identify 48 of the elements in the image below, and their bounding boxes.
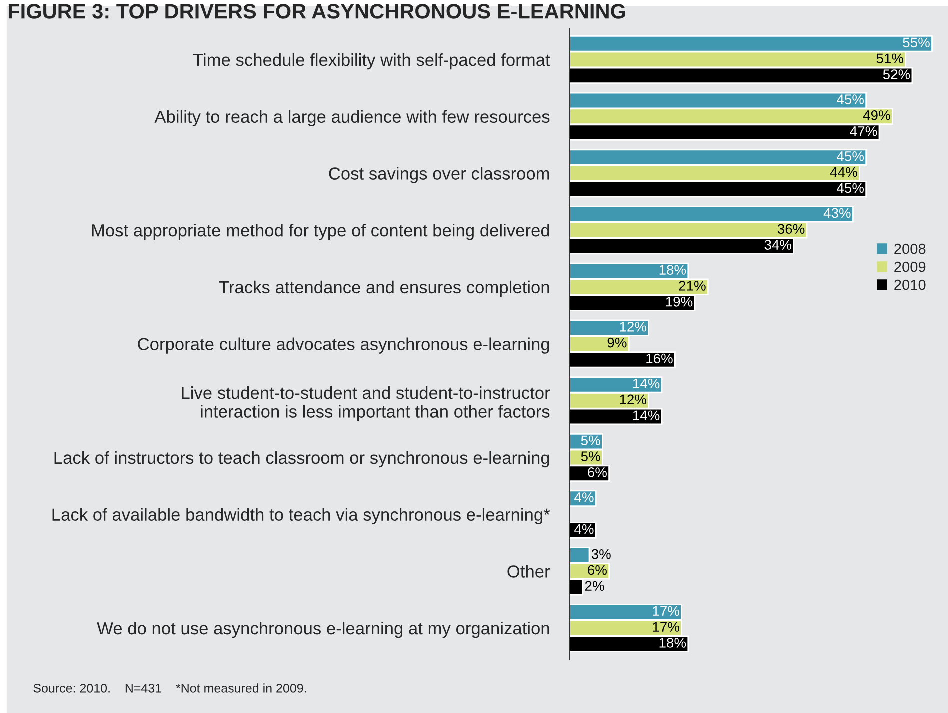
data-label: 36% (778, 224, 805, 234)
legend-label: 2009 (894, 262, 926, 272)
data-label: 45% (837, 152, 864, 162)
data-label: 43% (824, 208, 851, 218)
data-label: 19% (666, 296, 693, 307)
data-label: 4% (574, 524, 594, 534)
legend-label: 2010 (894, 280, 926, 290)
data-label: 6% (588, 565, 607, 576)
data-label: 51% (876, 54, 904, 64)
data-label: 5% (581, 452, 600, 462)
data-label: 47% (850, 126, 878, 136)
data-label: 17% (653, 622, 680, 632)
data-label: 45% (837, 183, 864, 194)
data-label: 12% (620, 322, 647, 332)
data-label: 12% (620, 394, 647, 405)
y-tick-label: Most appropriate method for type of content being delivered (92, 224, 550, 240)
y-tick-label: Ability to reach a large audience with few resources (154, 110, 550, 127)
data-label: 17% (653, 606, 680, 616)
y-tick-label: Other (508, 565, 550, 578)
data-label: 21% (679, 281, 706, 291)
data-label: 9% (608, 338, 627, 348)
data-label: 4% (574, 492, 594, 502)
y-tick-label: Lack of available bandwidth to teach via synchronous e-learning* (52, 508, 550, 524)
data-label: 55% (903, 38, 930, 48)
y-tick-label: Corporate culture advocates asynchronous e-learning (138, 338, 550, 354)
y-tick-label: Tracks attendance and ensures completion (219, 280, 550, 298)
data-label: 18% (660, 638, 686, 648)
legend-label: 2008 (894, 244, 926, 254)
y-tick-label: Cost savings over classroom (329, 167, 550, 184)
data-label: 49% (863, 110, 890, 120)
data-label: 34% (764, 240, 792, 250)
y-tick-label: Lack of instructors to teach classroom or synchronous e-learning (54, 451, 550, 468)
data-label: 5% (581, 436, 600, 446)
data-label: 52% (883, 70, 910, 80)
data-label: 6% (588, 468, 607, 478)
data-label: 45% (837, 94, 864, 104)
y-tick-label: We do not use asynchronous e-learning at my organization (97, 622, 550, 638)
y-tick-label: Time schedule flexibility with self-paced format (193, 53, 550, 70)
data-label: 3% (592, 549, 611, 560)
data-label: 18% (660, 265, 686, 275)
data-label: 14% (633, 378, 660, 389)
text: FIGURE 3: TOP DRIVERS FOR ASYNCHRONOUS E-LEARNING (8, 4, 626, 19)
data-label: 16% (646, 354, 673, 364)
y-tick-label: Live student-to-student and student-to-instructor interaction is less important than other factors (182, 386, 550, 422)
data-label: 44% (830, 167, 858, 178)
data-label: 2% (585, 581, 604, 592)
data-label: 14% (633, 410, 660, 420)
source-note: Source: 2010. N=431 *Not measured in 2009. (34, 684, 306, 693)
